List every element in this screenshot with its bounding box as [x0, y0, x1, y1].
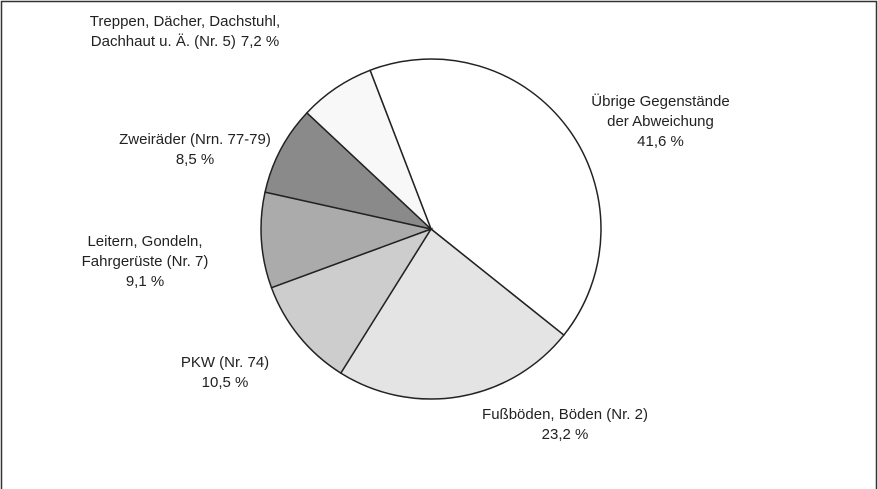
- value-label: 8,5 %: [175, 151, 215, 168]
- pie-slice: [264, 111, 434, 231]
- value-label: 41,6 %: [637, 133, 684, 150]
- slice-label: Treppen, Dächer, Dachstuhl, Dachhaut u. …: [60, 12, 310, 52]
- category-label: Treppen, Dächer, Dachstuhl, Dachhaut u. …: [89, 13, 281, 50]
- pie-slice: [339, 227, 565, 400]
- value-label: 7,2 %: [240, 33, 280, 50]
- value-label: 10,5 %: [201, 374, 249, 391]
- pie-slice: [305, 69, 432, 230]
- slice-label: Zweiräder (Nrn. 77-79) 8,5 %: [90, 130, 300, 170]
- slice-label: Übrige Gegenstände der Abweichung 41,6 %: [583, 92, 738, 152]
- slice-label: PKW (Nr. 74) 10,5 %: [150, 353, 300, 393]
- slice-label: Fußböden, Böden (Nr. 2) 23,2 %: [460, 405, 670, 445]
- category-label: Fußböden, Böden (Nr. 2): [482, 406, 648, 423]
- category-label: Leitern, Gondeln, Fahrgerüste (Nr. 7): [81, 233, 209, 270]
- pie-slice: [260, 191, 434, 289]
- value-label: 23,2 %: [541, 426, 589, 443]
- slice-label: Leitern, Gondeln, Fahrgerüste (Nr. 7) 9,1…: [70, 232, 220, 292]
- category-label: Zweiräder (Nrn. 77-79): [119, 131, 271, 148]
- pie-slice: [369, 58, 602, 337]
- category-label: PKW (Nr. 74): [180, 354, 270, 371]
- value-label: 9,1 %: [125, 273, 165, 290]
- pie-slice: [270, 227, 433, 375]
- category-label: Übrige Gegenstände der Abweichung: [591, 93, 730, 130]
